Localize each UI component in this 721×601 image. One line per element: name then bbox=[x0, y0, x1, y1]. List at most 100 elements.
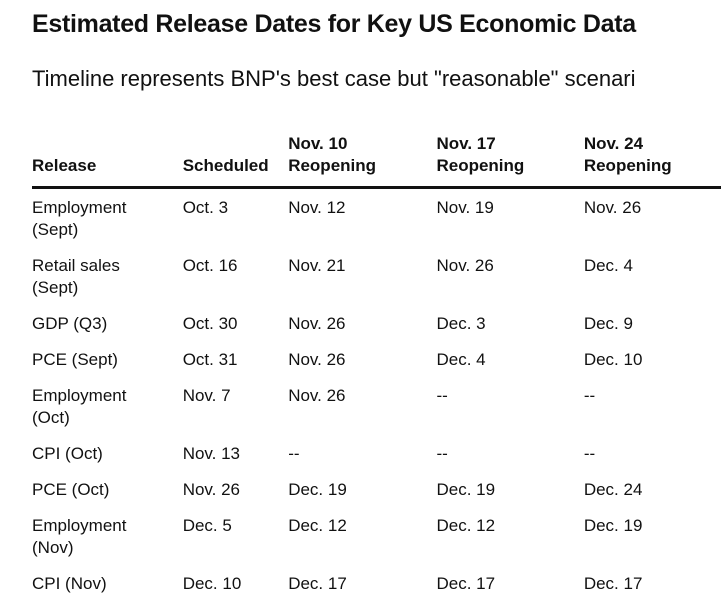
cell-text: Oct. 31 bbox=[183, 349, 238, 371]
release-date: Dec. 10 bbox=[183, 565, 289, 601]
release-date: Nov. 26 bbox=[183, 471, 289, 507]
cell-text: -- bbox=[288, 443, 299, 465]
cell-text: Employment (Nov) bbox=[32, 515, 157, 559]
release-date: Dec. 17 bbox=[584, 565, 721, 601]
cell-text: CPI (Nov) bbox=[32, 573, 107, 595]
release-name: CPI (Nov) bbox=[32, 565, 183, 601]
release-date: Oct. 30 bbox=[183, 305, 289, 341]
release-name: Employment (Sept) bbox=[32, 188, 183, 248]
table-row: CPI (Nov) Dec. 10 Dec. 17 Dec. 17 Dec. 17 bbox=[32, 565, 721, 601]
table-body: Employment (Sept) Oct. 3 Nov. 12 Nov. 19 Nov… bbox=[32, 188, 721, 601]
release-date: Nov. 19 bbox=[436, 188, 583, 248]
release-date: Oct. 16 bbox=[183, 247, 289, 305]
cell-text: Dec. 12 bbox=[436, 515, 495, 537]
release-date: Dec. 4 bbox=[436, 341, 583, 377]
cell-text: Nov. 26 bbox=[183, 479, 240, 501]
cell-text: Dec. 24 bbox=[584, 479, 643, 501]
release-name: Retail sales (Sept) bbox=[32, 247, 183, 305]
release-date: Dec. 17 bbox=[436, 565, 583, 601]
release-date: Dec. 5 bbox=[183, 507, 289, 565]
cell-text: Nov. 26 bbox=[436, 255, 493, 277]
cell-text: Dec. 9 bbox=[584, 313, 633, 335]
column-header: Nov. 24 Reopening bbox=[584, 133, 721, 188]
cell-text: Nov. 26 bbox=[288, 349, 345, 371]
cell-text: Oct. 30 bbox=[183, 313, 238, 335]
cell-text: Nov. 7 bbox=[183, 385, 231, 407]
release-table: Release Scheduled Nov. 10 Reopening Nov. 17… bbox=[32, 133, 721, 601]
cell-text: Dec. 17 bbox=[584, 573, 643, 595]
release-date: -- bbox=[436, 377, 583, 435]
cell-text: Dec. 19 bbox=[436, 479, 495, 501]
cell-text: Employment (Sept) bbox=[32, 197, 157, 241]
cell-text: PCE (Sept) bbox=[32, 349, 118, 371]
release-date: Dec. 19 bbox=[288, 471, 436, 507]
cell-text: CPI (Oct) bbox=[32, 443, 103, 465]
release-date: Dec. 10 bbox=[584, 341, 721, 377]
cell-text: Nov. 26 bbox=[288, 313, 345, 335]
table-row: PCE (Oct) Nov. 26 Dec. 19 Dec. 19 Dec. 24 bbox=[32, 471, 721, 507]
release-date: Oct. 3 bbox=[183, 188, 289, 248]
cell-text: Employment (Oct) bbox=[32, 385, 157, 429]
release-date: -- bbox=[436, 435, 583, 471]
cell-text: Nov. 19 bbox=[436, 197, 493, 219]
release-date: -- bbox=[584, 377, 721, 435]
cell-text: Nov. 26 bbox=[584, 197, 641, 219]
table-row: Employment (Oct) Nov. 7 Nov. 26 ---- bbox=[32, 377, 721, 435]
table-row: CPI (Oct)Nov. 13------ bbox=[32, 435, 721, 471]
column-header: Scheduled bbox=[183, 133, 289, 188]
release-date: Nov. 26 bbox=[436, 247, 583, 305]
cell-text: Dec. 5 bbox=[183, 515, 232, 537]
column-header: Nov. 17 Reopening bbox=[436, 133, 583, 188]
cell-text: Dec. 4 bbox=[584, 255, 633, 277]
release-date: Dec. 3 bbox=[436, 305, 583, 341]
column-header-text: Release bbox=[32, 155, 96, 177]
release-date: Dec. 12 bbox=[288, 507, 436, 565]
cell-text: Dec. 17 bbox=[288, 573, 347, 595]
cell-text: PCE (Oct) bbox=[32, 479, 109, 501]
cell-text: Dec. 19 bbox=[288, 479, 347, 501]
cell-text: -- bbox=[436, 443, 447, 465]
cell-text: Dec. 12 bbox=[288, 515, 347, 537]
release-date: Dec. 17 bbox=[288, 565, 436, 601]
release-date: Dec. 19 bbox=[584, 507, 721, 565]
table-row: Retail sales (Sept) Oct. 16 Nov. 21 Nov. 26… bbox=[32, 247, 721, 305]
table-row: PCE (Sept) Oct. 31 Nov. 26 Dec. 4 Dec. 10 bbox=[32, 341, 721, 377]
cell-text: Dec. 10 bbox=[183, 573, 242, 595]
cell-text: Oct. 16 bbox=[183, 255, 238, 277]
release-name: GDP (Q3) bbox=[32, 305, 183, 341]
release-date: Dec. 12 bbox=[436, 507, 583, 565]
release-date: -- bbox=[584, 435, 721, 471]
page: Estimated Release Dates for Key US Econo… bbox=[0, 0, 721, 583]
release-date: Nov. 7 bbox=[183, 377, 289, 435]
cell-text: -- bbox=[584, 443, 595, 465]
subtitle: Timeline represents BNP's best case but … bbox=[32, 66, 636, 92]
cell-text: Nov. 21 bbox=[288, 255, 345, 277]
cell-text: Dec. 19 bbox=[584, 515, 643, 537]
column-header-text: Nov. 17 Reopening bbox=[436, 133, 536, 177]
column-header-text: Scheduled bbox=[183, 155, 269, 177]
cell-text: Retail sales (Sept) bbox=[32, 255, 157, 299]
cell-text: Dec. 17 bbox=[436, 573, 495, 595]
cell-text: Dec. 10 bbox=[584, 349, 643, 371]
release-date: Oct. 31 bbox=[183, 341, 289, 377]
cell-text: Nov. 12 bbox=[288, 197, 345, 219]
release-date: Nov. 21 bbox=[288, 247, 436, 305]
column-header-text: Nov. 24 Reopening bbox=[584, 133, 684, 177]
cell-text: -- bbox=[584, 385, 595, 407]
title: Estimated Release Dates for Key US Econo… bbox=[32, 10, 636, 39]
release-date: Nov. 26 bbox=[288, 305, 436, 341]
cell-text: Oct. 3 bbox=[183, 197, 228, 219]
release-name: CPI (Oct) bbox=[32, 435, 183, 471]
release-date: Nov. 26 bbox=[584, 188, 721, 248]
table-row: Employment (Sept) Oct. 3 Nov. 12 Nov. 19 Nov… bbox=[32, 188, 721, 248]
header-row: Release Scheduled Nov. 10 Reopening Nov. 17… bbox=[32, 133, 721, 188]
release-name: PCE (Oct) bbox=[32, 471, 183, 507]
cell-text: Dec. 4 bbox=[436, 349, 485, 371]
column-header-text: Nov. 10 Reopening bbox=[288, 133, 388, 177]
release-name: Employment (Oct) bbox=[32, 377, 183, 435]
cell-text: Nov. 26 bbox=[288, 385, 345, 407]
release-name: PCE (Sept) bbox=[32, 341, 183, 377]
release-date: -- bbox=[288, 435, 436, 471]
column-header: Release bbox=[32, 133, 183, 188]
